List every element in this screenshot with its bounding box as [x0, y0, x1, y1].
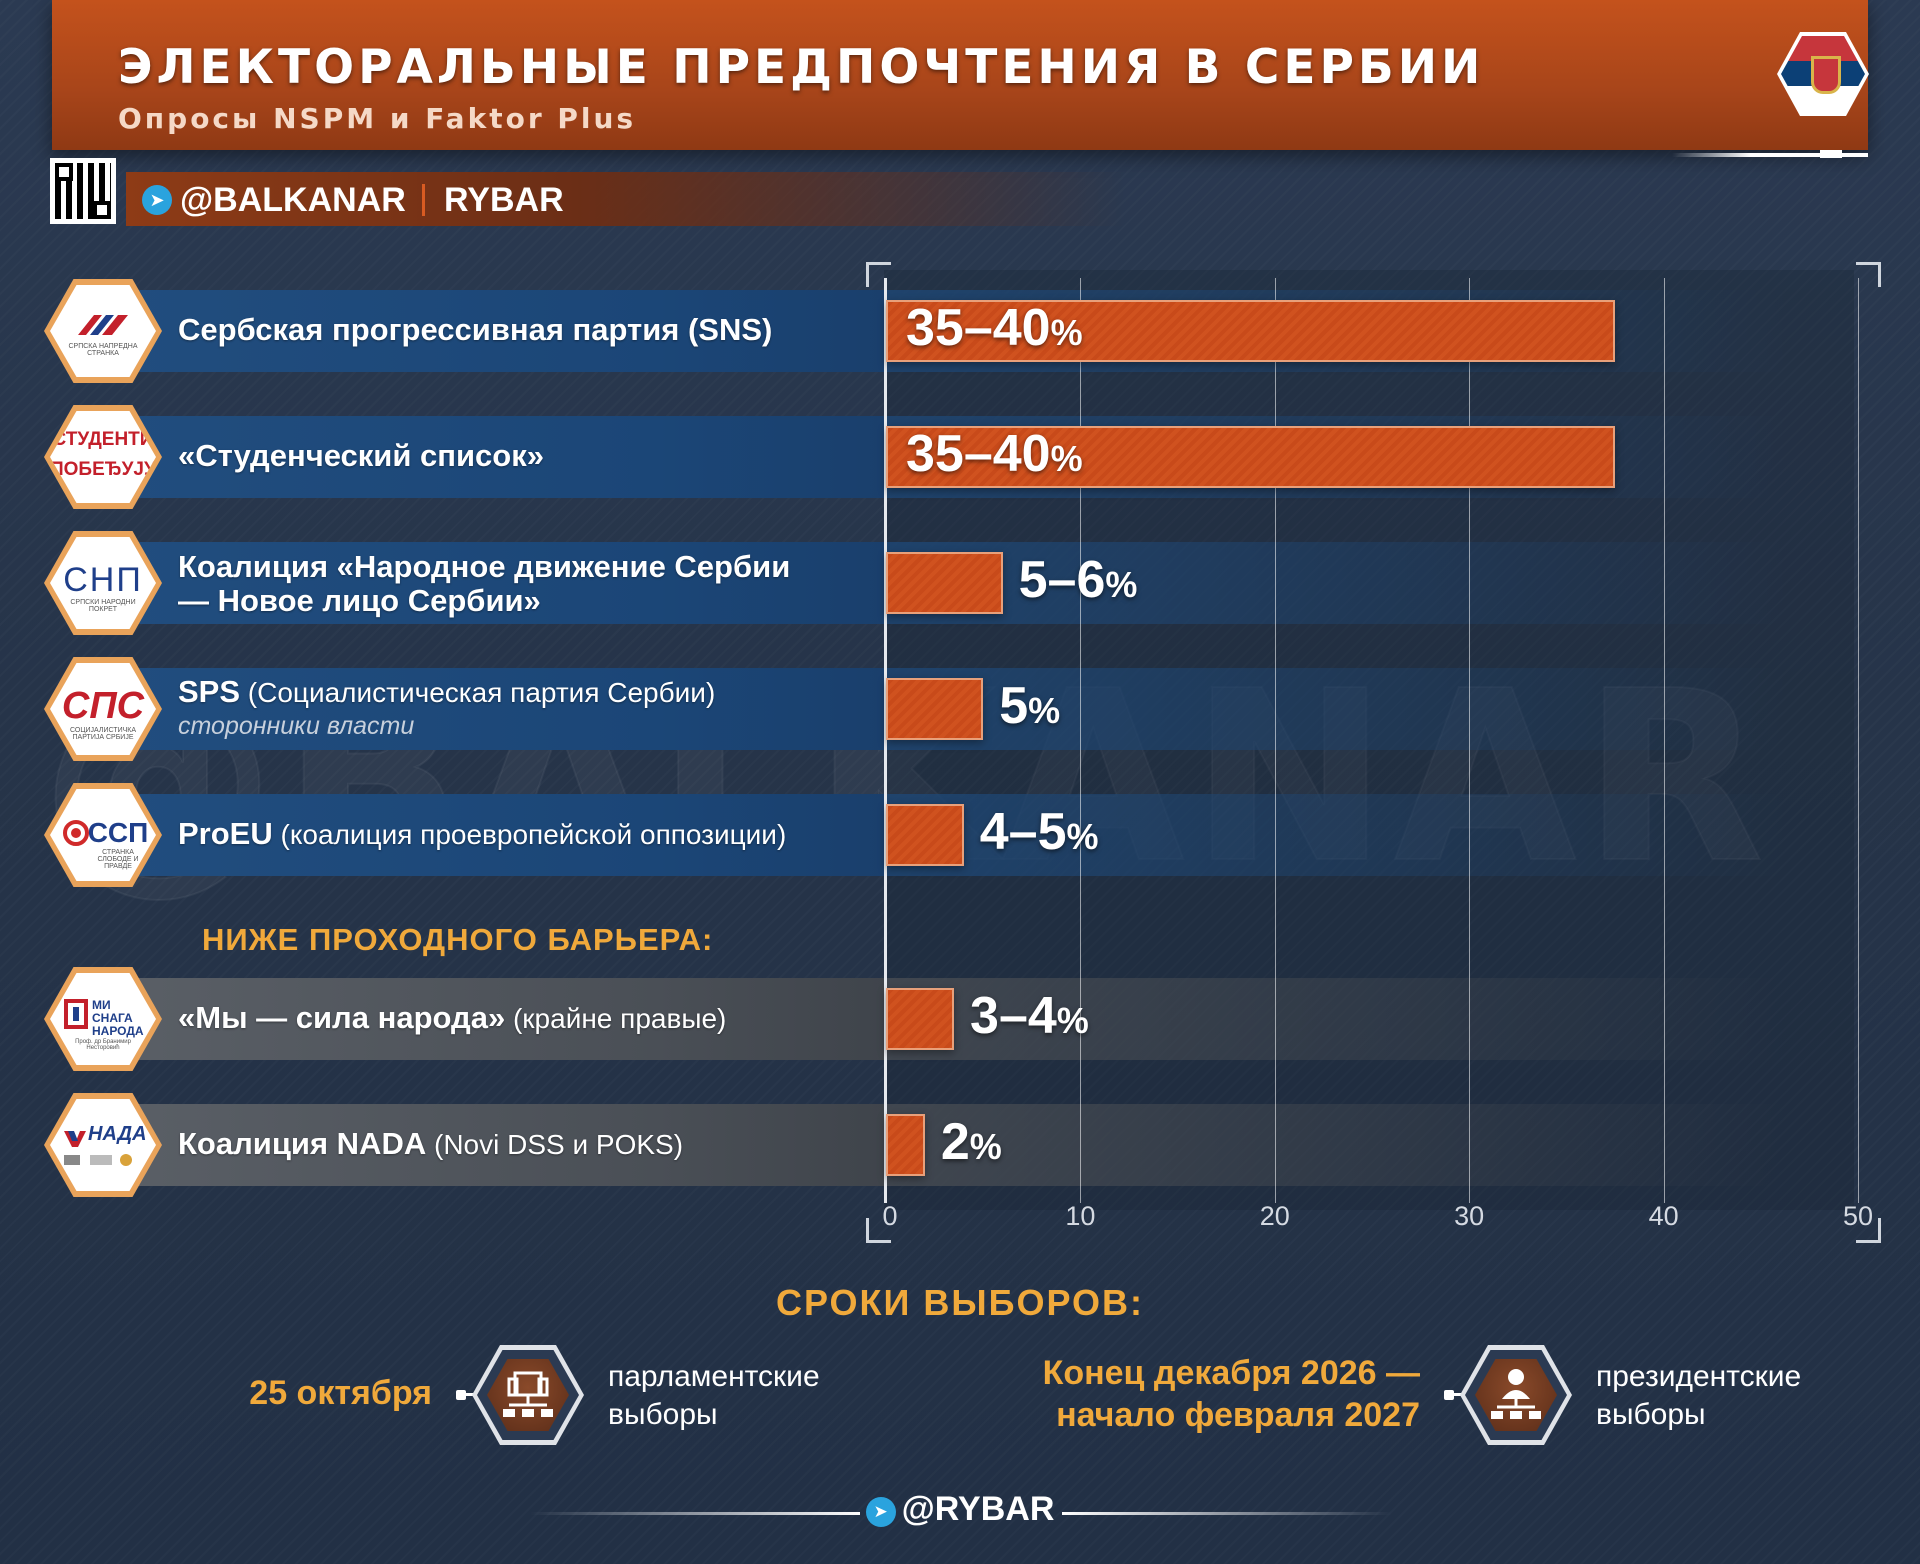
footer-line-right — [1062, 1512, 1392, 1515]
grid-line — [1469, 278, 1471, 1203]
party-row-extension — [886, 1104, 1786, 1186]
bar-value-label: 3–4% — [970, 987, 1089, 1045]
party-name: Сербская прогрессивная партия (SNS) — [178, 312, 773, 347]
grid-line — [1858, 278, 1859, 1203]
bar-value-label: 35–40% — [906, 425, 1083, 483]
parliament-icon — [472, 1345, 584, 1445]
x-tick-label: 0 — [882, 1201, 898, 1231]
grid-line — [1274, 278, 1276, 1203]
party-name: Коалиция «Народное движение Сербии — Ново… — [178, 549, 791, 618]
party-row — [120, 978, 886, 1060]
grid-line — [1080, 278, 1082, 1203]
frame-bracket — [866, 262, 891, 287]
party-name: «Студенческий список» — [178, 438, 544, 473]
president-icon — [1460, 1345, 1572, 1445]
party-name: Коалиция NADA (Novi DSS и POKS) — [178, 1126, 684, 1161]
party-row-extension — [886, 978, 1786, 1060]
presidential-election-type: президентские выборы — [1596, 1360, 1802, 1431]
party-name: «Мы — сила народа» (крайне правые) — [178, 1000, 727, 1035]
frame-bracket — [866, 1218, 891, 1243]
party-name: SPS (Социалистическая партия Сербии) — [178, 674, 716, 709]
serbia-flag-icon — [1777, 32, 1869, 116]
parliament-election-date: 25 октября — [249, 1374, 432, 1412]
party-logo: НАДА — [44, 1093, 162, 1197]
party-note: сторонники власти — [178, 712, 415, 740]
frame-bracket — [1856, 1218, 1881, 1243]
brand-bar: ➤ @BALKANAR RYBAR — [126, 172, 1126, 226]
party-row-extension — [886, 794, 1786, 876]
party-name: ProEU (коалиция проевропейской оппозиции… — [178, 816, 787, 851]
party-row — [120, 416, 886, 498]
telegram-icon: ➤ — [142, 185, 172, 215]
header-banner: ЭЛЕКТОРАЛЬНЫЕ ПРЕДПОЧТЕНИЯ В СЕРБИИ Опро… — [52, 0, 1869, 150]
parliament-election-type: парламентские выборы — [608, 1360, 820, 1431]
party-row — [120, 794, 886, 876]
x-tick-label: 10 — [1065, 1201, 1096, 1231]
x-tick-label: 30 — [1454, 1201, 1485, 1231]
grid-line — [1663, 278, 1665, 1203]
connector-line — [1450, 1393, 1470, 1396]
party-row-extension — [886, 668, 1786, 750]
page-subtitle: Опросы NSPM и Faktor Plus — [118, 102, 637, 135]
party-logo: СРПСКА НАПРЕДНА СТРАНКА — [44, 279, 162, 383]
page-title: ЭЛЕКТОРАЛЬНЫЕ ПРЕДПОЧТЕНИЯ В СЕРБИИ — [118, 40, 1485, 95]
footer-brand[interactable]: ➤ @RYBAR — [0, 1490, 1920, 1529]
party-row — [120, 542, 886, 624]
x-tick-label: 20 — [1259, 1201, 1290, 1231]
party-row — [120, 1104, 886, 1186]
bar[interactable] — [886, 552, 1003, 614]
bar[interactable] — [886, 1114, 925, 1176]
connector-dot — [1444, 1390, 1454, 1400]
x-tick-label: 40 — [1648, 1201, 1679, 1231]
elections-title: СРОКИ ВЫБОРОВ: — [775, 1282, 1145, 1323]
bar[interactable] — [886, 300, 1615, 362]
grid-line — [884, 278, 887, 1203]
brand-name[interactable]: RYBAR — [444, 181, 564, 219]
bar-value-label: 2% — [940, 1113, 1002, 1171]
party-row-extension — [886, 542, 1786, 624]
frame-bracket — [1856, 262, 1881, 287]
footer-line-left — [530, 1512, 860, 1515]
bar-value-label: 4–5% — [979, 803, 1099, 861]
below-threshold-label: НИЖЕ ПРОХОДНОГО БАРЬЕРА: — [202, 922, 714, 957]
header-divider — [1672, 153, 1868, 157]
party-logo: СТУДЕНТИ ПОБЕЂУЈУ! — [44, 405, 162, 509]
x-tick-label: 50 — [1842, 1201, 1874, 1231]
connector-dot — [456, 1390, 466, 1400]
bar[interactable] — [886, 426, 1615, 488]
bar-value-label: 5–6% — [1018, 551, 1138, 609]
qr-code-icon[interactable] — [50, 158, 116, 224]
bar[interactable] — [886, 804, 964, 866]
channel-handle[interactable]: @BALKANAR — [180, 181, 406, 219]
telegram-icon: ➤ — [865, 1497, 896, 1527]
bar-value-label: 35–40% — [906, 299, 1083, 357]
party-row — [120, 668, 886, 750]
header-divider-dot — [1820, 150, 1842, 158]
bar-value-label: 5% — [999, 677, 1061, 735]
bar[interactable] — [886, 988, 955, 1050]
party-row — [120, 290, 886, 372]
brand-separator — [422, 184, 425, 216]
connector-line — [462, 1393, 482, 1396]
presidential-election-date: Конец декабря 2026 — начало февраля 2027 — [1042, 1354, 1420, 1434]
bar[interactable] — [886, 678, 984, 740]
